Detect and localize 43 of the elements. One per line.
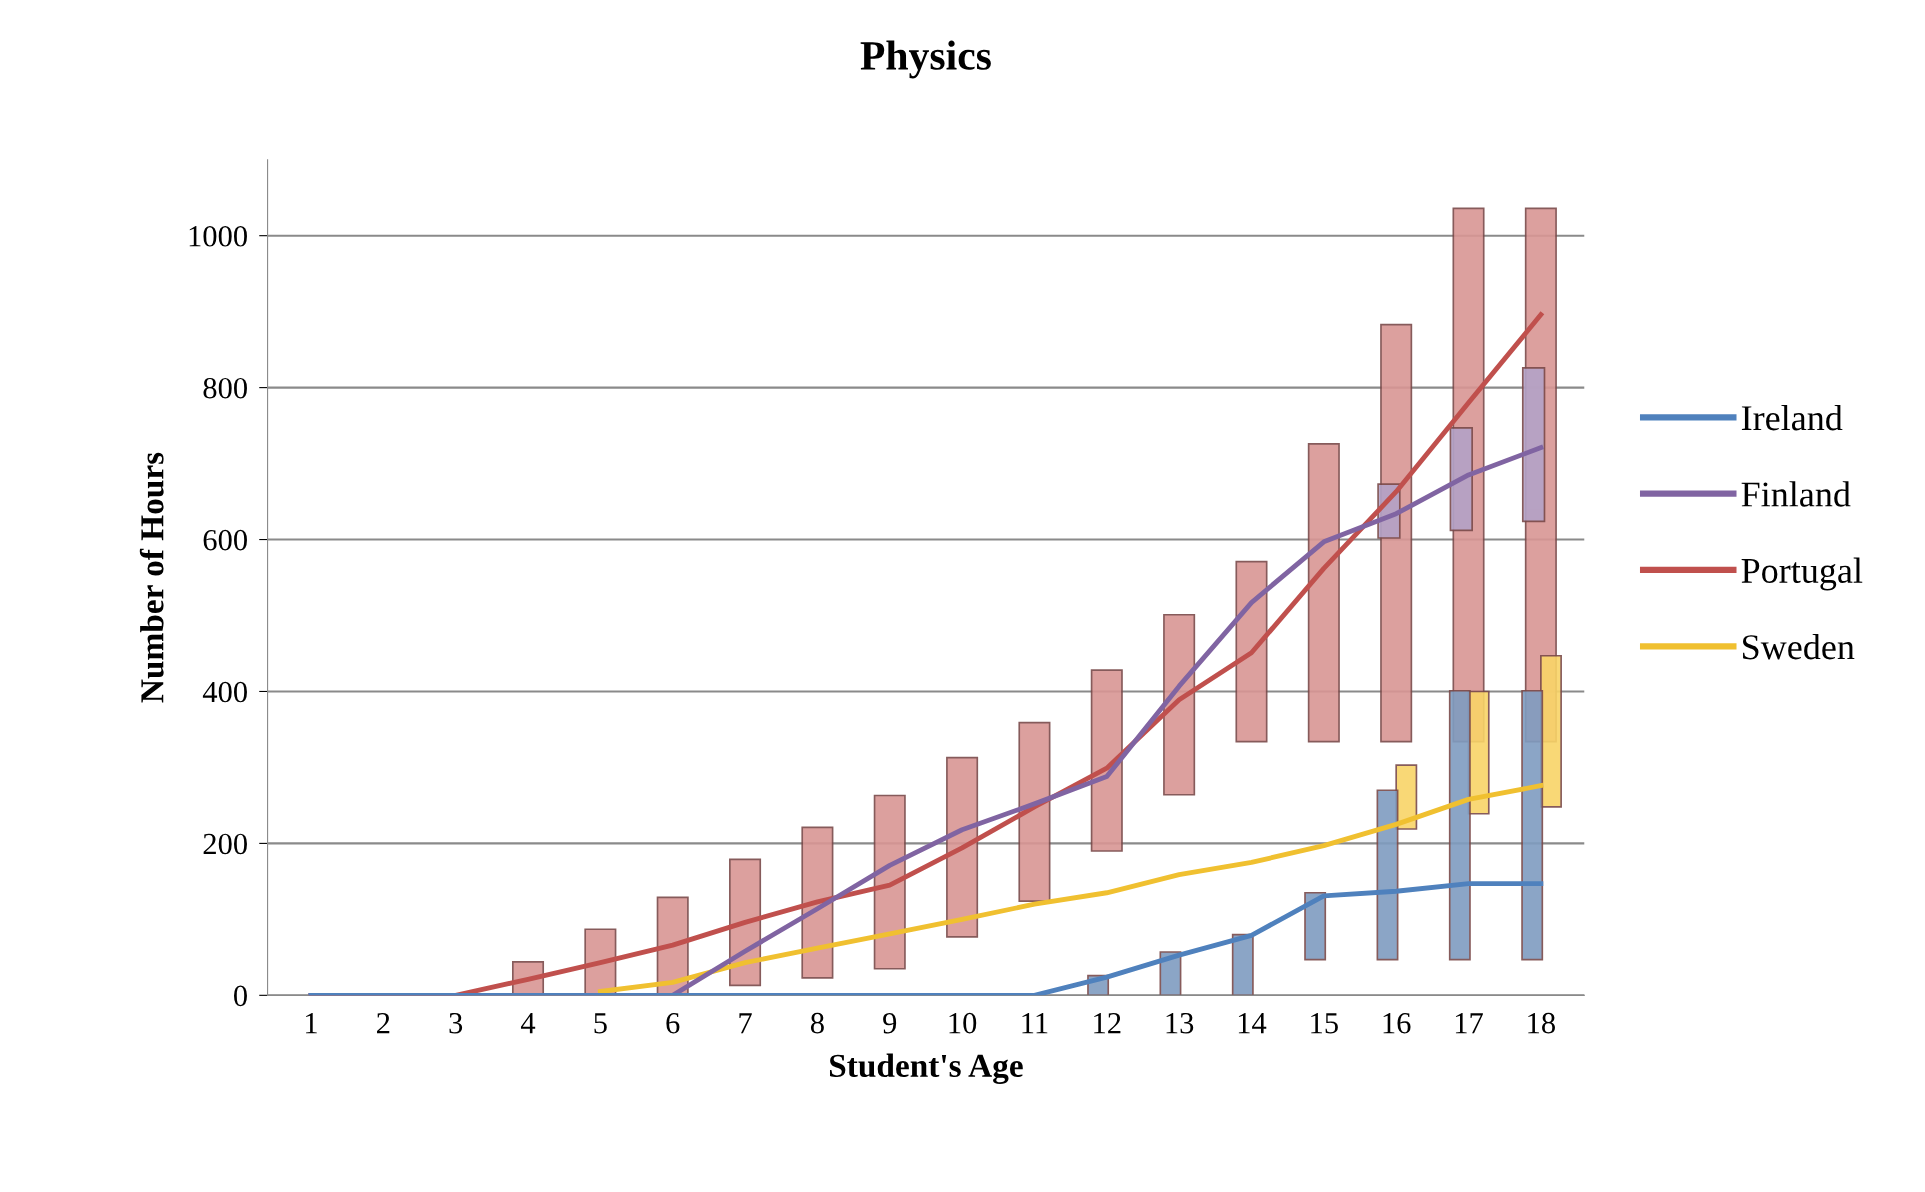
legend-label: Ireland	[1741, 404, 1843, 431]
bar	[1090, 669, 1123, 852]
bar	[1304, 891, 1327, 961]
bar	[1018, 721, 1051, 902]
bar	[873, 794, 906, 970]
x-tick-label: 6	[666, 1012, 680, 1034]
y-tick-label: 200	[203, 833, 247, 855]
x-tick-label: 4	[520, 1013, 536, 1034]
x-tick-label: 10	[949, 1012, 977, 1034]
line-series	[597, 783, 1544, 994]
x-axis-title: Student's Age	[830, 1053, 1023, 1085]
y-axis-title: Number of Hours	[139, 452, 164, 703]
bar	[1235, 560, 1268, 743]
chart-title: Physics	[860, 40, 991, 79]
legend-label: Portugal	[1741, 557, 1863, 591]
x-tick-label: 7	[739, 1013, 752, 1034]
x-tick-label: 9	[883, 1012, 897, 1034]
y-tick-label: 600	[203, 529, 247, 551]
x-tick-label: 15	[1311, 1013, 1338, 1034]
bar	[1163, 613, 1196, 796]
legend-label: Sweden	[1743, 633, 1855, 660]
y-tick-label: 800	[203, 377, 247, 399]
x-tick-label: 12	[1094, 1012, 1121, 1034]
bar	[1231, 933, 1254, 996]
bar	[946, 756, 979, 938]
x-tick-label: 14	[1238, 1013, 1267, 1034]
y-tick-label: 400	[202, 681, 247, 703]
x-tick-label: 3	[449, 1012, 463, 1034]
x-tick-label: 5	[594, 1013, 607, 1034]
x-tick-label: 8	[810, 1012, 824, 1034]
x-tick-label: 2	[377, 1012, 390, 1034]
bar	[1307, 442, 1340, 743]
bar	[801, 826, 834, 979]
x-tick-label: 11	[1022, 1013, 1048, 1034]
x-tick-label: 18	[1528, 1012, 1555, 1034]
y-tick-label: 0	[234, 985, 247, 1007]
x-tick-label: 17	[1455, 1013, 1483, 1034]
line-series	[308, 881, 1544, 996]
x-tick-label: 16	[1383, 1012, 1411, 1034]
y-tick-label: 1000	[189, 225, 247, 247]
x-tick-label: 13	[1166, 1012, 1194, 1034]
legend-label: Finland	[1741, 481, 1851, 507]
x-tick-label: 1	[306, 1013, 317, 1034]
